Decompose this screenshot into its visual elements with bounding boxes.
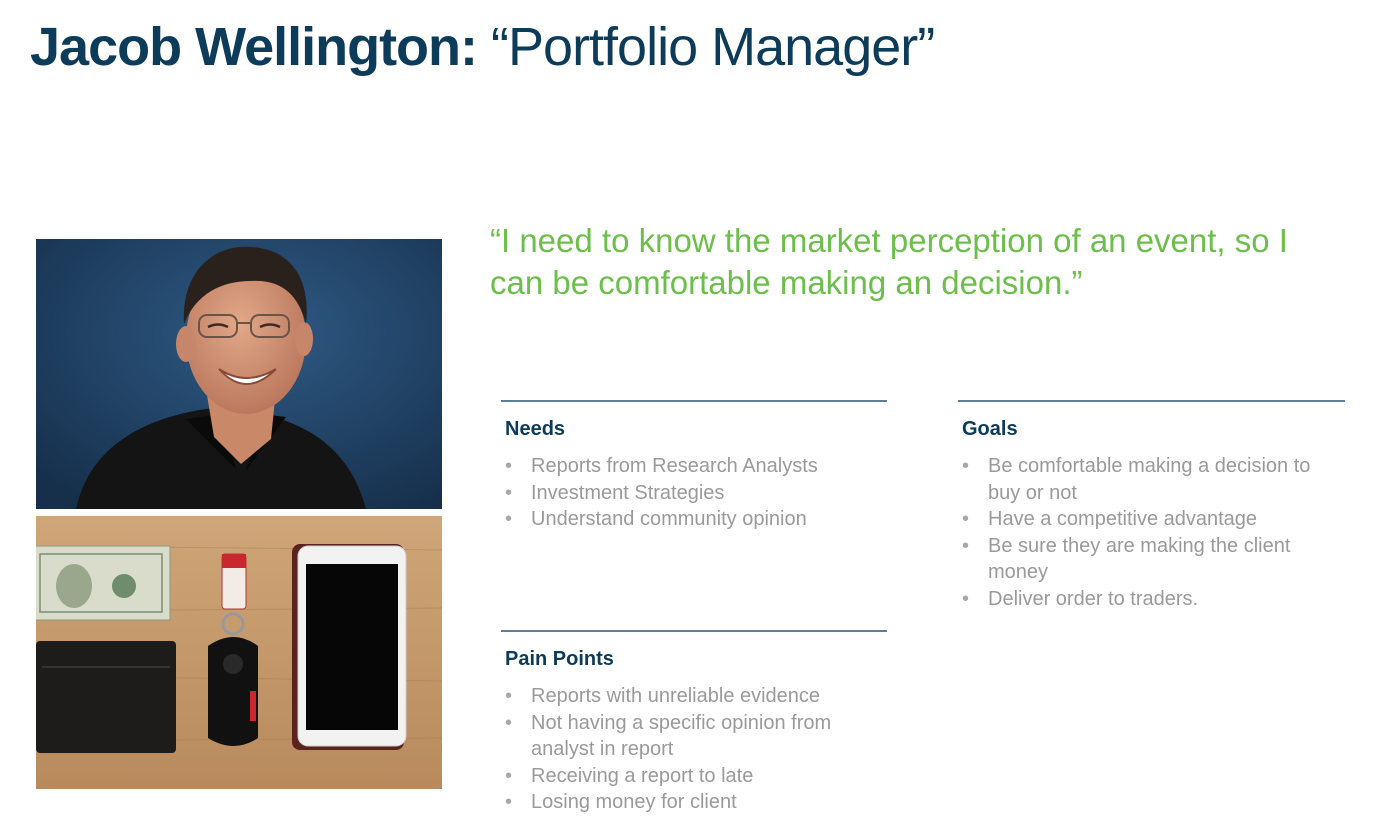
list-item: Reports with unreliable evidence [501,683,887,710]
persona-quote: “I need to know the market perception of… [490,222,1288,301]
persona-role: “Portfolio Manager” [491,17,935,77]
goals-heading: Goals [962,418,1018,440]
list-item: Not having a specific opinion from analy… [501,710,887,763]
goals-section: Goals Be comfortable making a decision t… [958,400,1345,612]
pain-points-section: Pain Points Reports with unreliable evid… [501,630,887,816]
pain-points-list: Reports with unreliable evidence Not hav… [501,683,887,816]
section-divider [958,400,1345,402]
section-divider [501,400,887,402]
persona-name: Jacob Wellington: [30,17,478,77]
page-title: Jacob Wellington: “Portfolio Manager” [30,14,935,80]
needs-section: Needs Reports from Research Analysts Inv… [501,400,887,533]
portrait-photo [36,239,442,509]
needs-heading: Needs [505,418,566,440]
list-item: Deliver order to traders. [958,586,1345,613]
section-divider [501,630,887,632]
portrait-illustration [36,239,442,509]
list-item: Investment Strategies [501,480,887,507]
list-item: Losing money for client [501,789,887,816]
desk-items-illustration [36,516,442,789]
list-item: Understand community opinion [501,506,887,533]
list-item: Reports from Research Analysts [501,453,887,480]
goals-list: Be comfortable making a decision to buy … [958,453,1345,612]
needs-list: Reports from Research Analysts Investmen… [501,453,887,533]
list-item: Be sure they are making the client money [958,533,1345,586]
pain-points-heading: Pain Points [505,648,614,670]
list-item: Be comfortable making a decision to buy … [958,453,1345,506]
list-item: Receiving a report to late [501,763,887,790]
desk-items-photo [36,516,442,789]
list-item: Have a competitive advantage [958,506,1345,533]
